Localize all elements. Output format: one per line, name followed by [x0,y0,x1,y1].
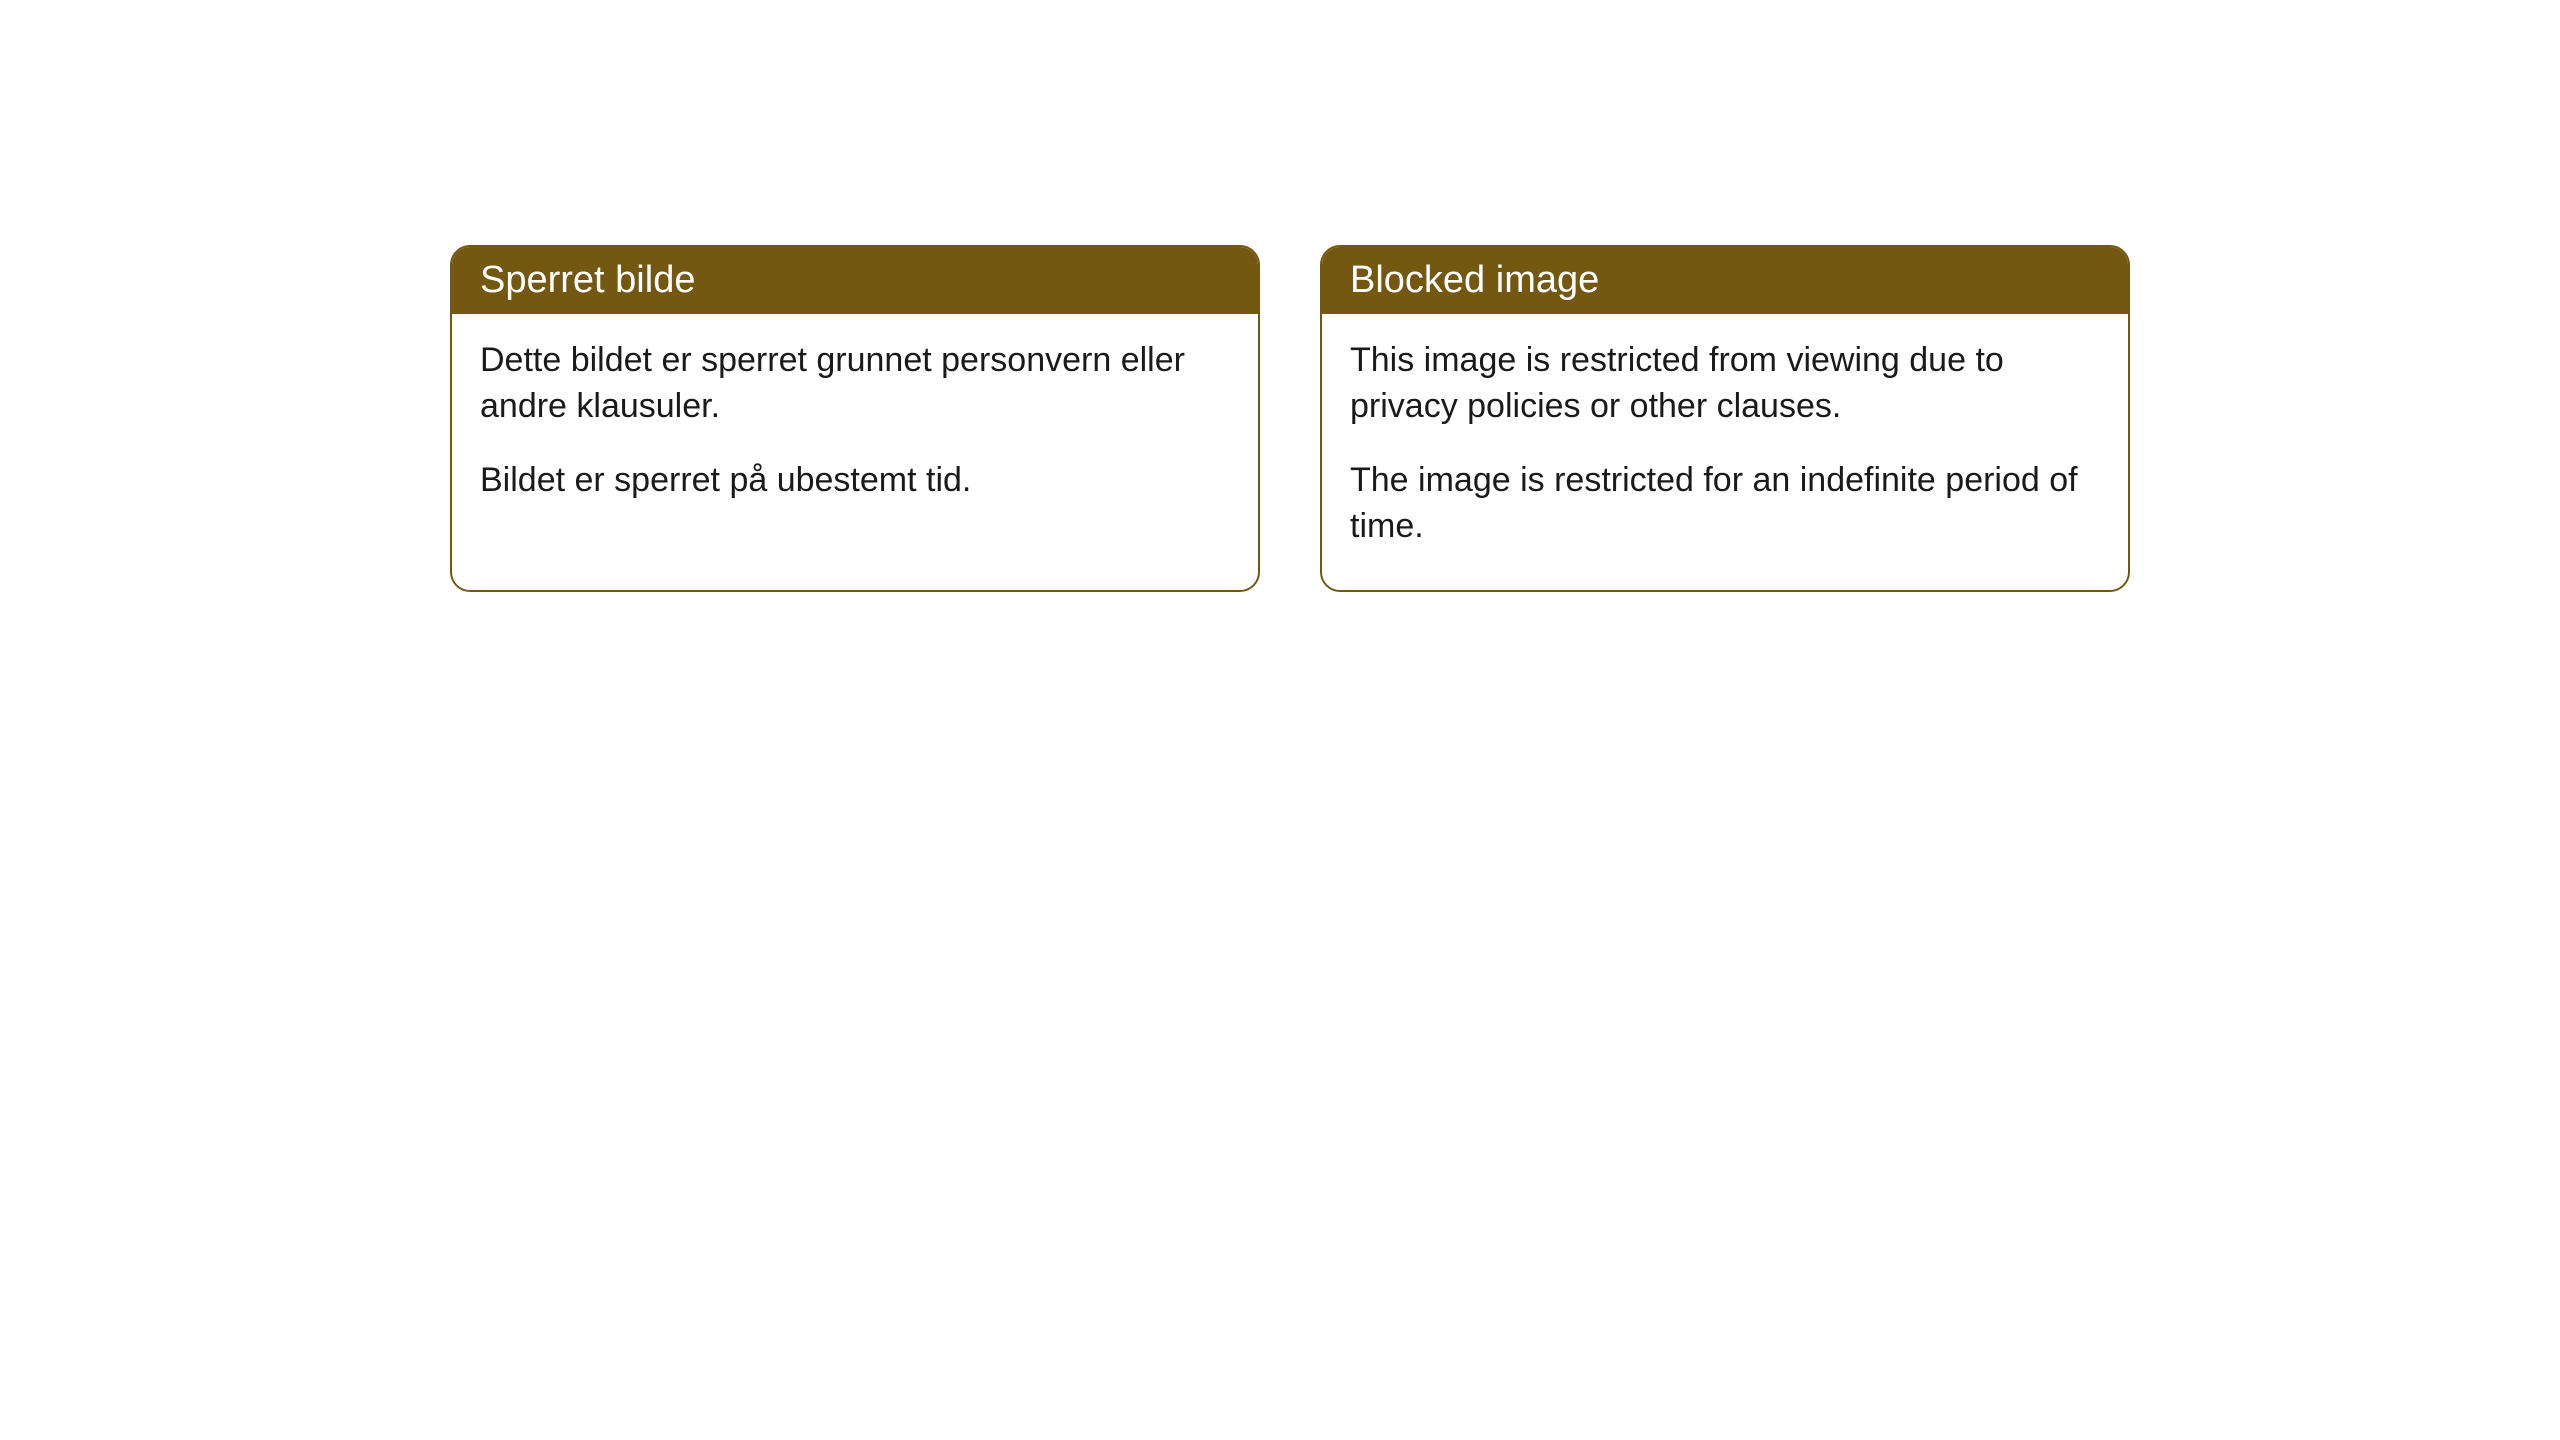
card-header-norwegian: Sperret bilde [452,247,1258,314]
card-paragraph1-norwegian: Dette bildet er sperret grunnet personve… [480,338,1230,430]
card-body-norwegian: Dette bildet er sperret grunnet personve… [452,314,1258,544]
card-paragraph1-english: This image is restricted from viewing du… [1350,338,2100,430]
card-title-english: Blocked image [1350,259,1599,301]
blocked-image-card-english: Blocked image This image is restricted f… [1320,245,2130,592]
card-header-english: Blocked image [1322,247,2128,314]
card-body-english: This image is restricted from viewing du… [1322,314,2128,590]
card-paragraph2-english: The image is restricted for an indefinit… [1350,458,2100,550]
cards-container: Sperret bilde Dette bildet er sperret gr… [0,0,2560,592]
card-title-norwegian: Sperret bilde [480,259,695,301]
card-paragraph2-norwegian: Bildet er sperret på ubestemt tid. [480,458,1230,504]
blocked-image-card-norwegian: Sperret bilde Dette bildet er sperret gr… [450,245,1260,592]
